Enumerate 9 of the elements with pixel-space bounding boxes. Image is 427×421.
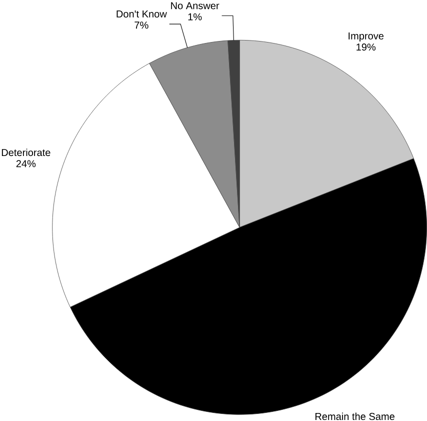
- data-label: 7%: [134, 22, 148, 29]
- slice-label: Remain the Same: [315, 412, 394, 420]
- slice-label: Deteriorate: [2, 148, 50, 156]
- data-label: 1%: [188, 13, 202, 20]
- slice-label: No Answer: [171, 2, 220, 10]
- data-label: 19%: [356, 43, 376, 51]
- data-label: 24%: [16, 160, 36, 168]
- slice-label: Don't Know: [116, 10, 167, 18]
- slice-label: Improve: [348, 32, 384, 42]
